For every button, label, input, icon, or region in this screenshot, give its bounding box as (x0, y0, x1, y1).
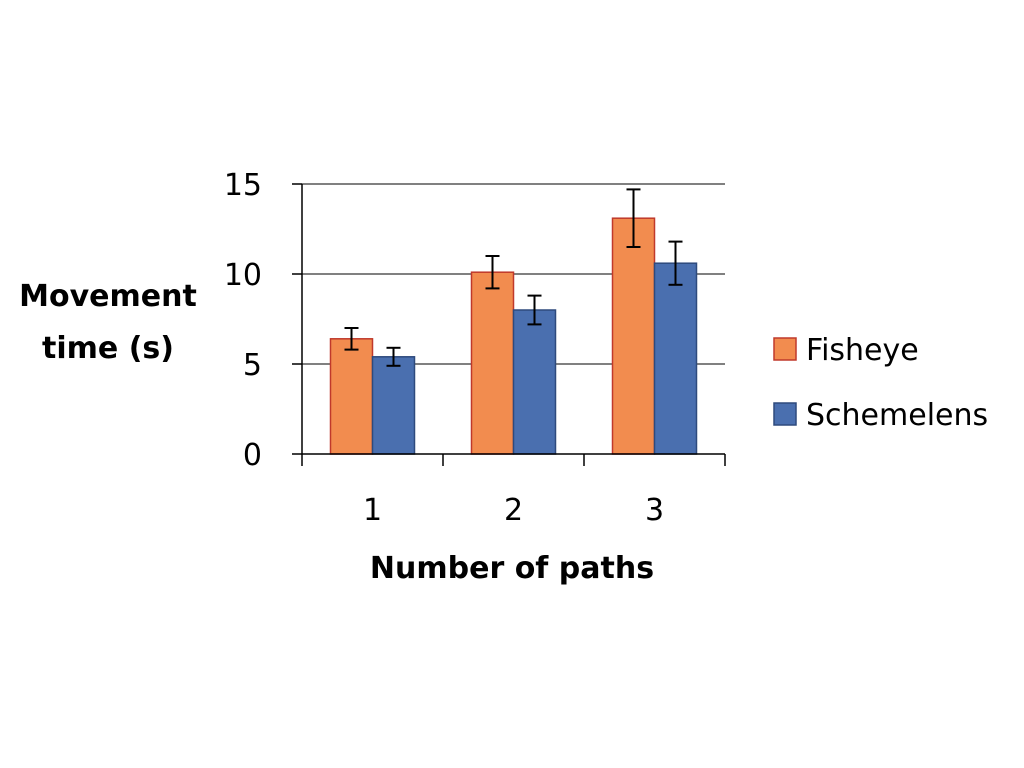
legend-label-fisheye: Fisheye (806, 333, 919, 368)
bars (329, 217, 698, 455)
error-bar-schemelens-3 (668, 240, 683, 286)
y-tick-label: 15 (224, 168, 262, 203)
x-axis-title: Number of paths (370, 551, 654, 586)
bar-fisheye-2 (470, 271, 515, 455)
error-bar-fisheye-2 (485, 255, 500, 290)
legend: Fisheye Schemelens (773, 333, 988, 433)
bar-fisheye-1 (329, 338, 374, 455)
bar-schemelens-2 (512, 309, 557, 455)
y-axis-title-line-1: Movement (19, 279, 197, 314)
error-bars (344, 188, 683, 367)
y-tick-label: 10 (224, 258, 262, 293)
y-tick-label: 0 (243, 438, 262, 473)
error-bar-schemelens-2 (527, 294, 542, 326)
error-bar-fisheye-1 (344, 327, 359, 351)
axes: 0 5 10 15 1 2 3 (224, 168, 726, 528)
x-tick-label: 1 (363, 493, 382, 528)
bar-fisheye-3 (611, 217, 656, 455)
x-tick-label: 2 (504, 493, 523, 528)
y-tick-label: 5 (243, 348, 262, 383)
bar-schemelens-3 (653, 262, 698, 455)
legend-label-schemelens: Schemelens (806, 398, 988, 433)
y-axis-title-line-2: time (s) (42, 331, 174, 366)
legend-swatch-fisheye (773, 337, 797, 361)
bar-schemelens-1 (371, 356, 416, 455)
error-bar-fisheye-3 (626, 188, 641, 248)
x-tick-label: 3 (645, 493, 664, 528)
error-bar-schemelens-1 (386, 346, 401, 367)
legend-swatch-schemelens (773, 402, 797, 426)
